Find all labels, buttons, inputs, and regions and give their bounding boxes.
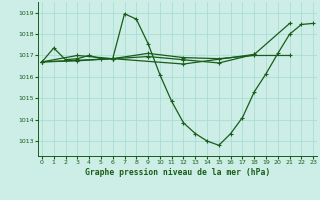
X-axis label: Graphe pression niveau de la mer (hPa): Graphe pression niveau de la mer (hPa) bbox=[85, 168, 270, 177]
